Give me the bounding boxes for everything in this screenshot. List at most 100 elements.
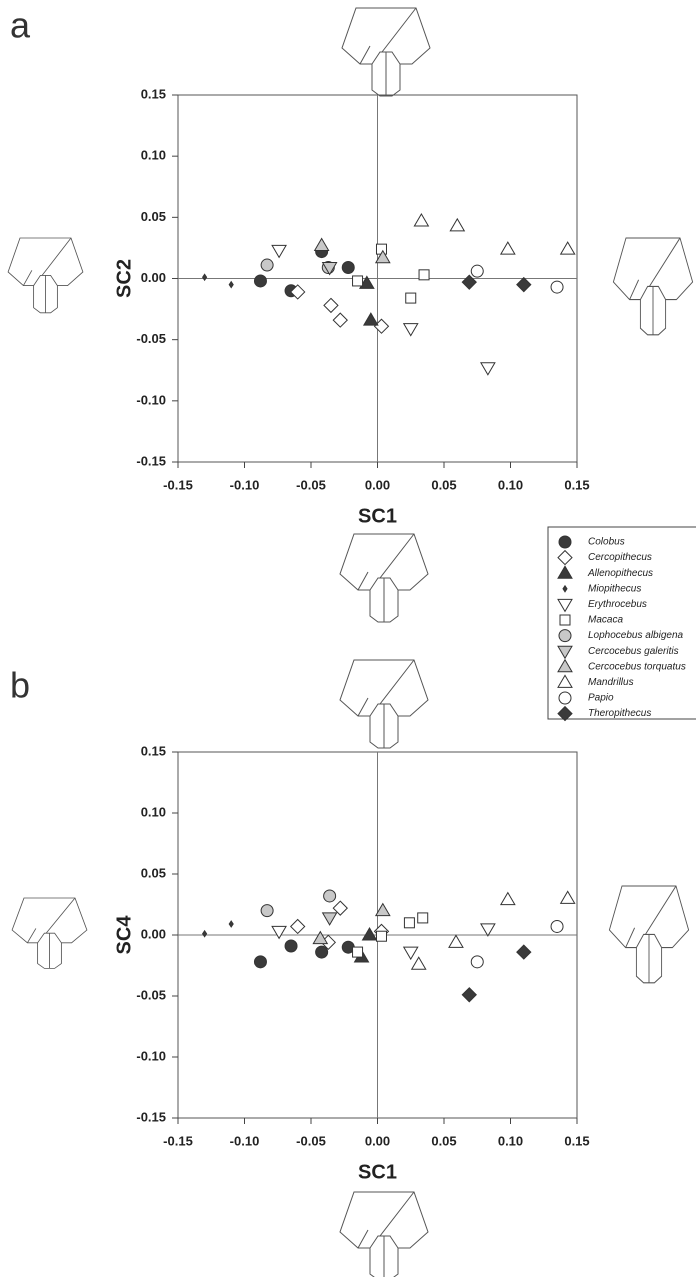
point bbox=[517, 278, 531, 292]
point bbox=[501, 242, 515, 254]
point bbox=[313, 932, 327, 944]
y-tick-label: 0.00 bbox=[141, 926, 166, 941]
y-tick-label: -0.15 bbox=[136, 453, 166, 468]
point bbox=[254, 956, 266, 968]
point bbox=[261, 905, 273, 917]
y-tick-label: 0.15 bbox=[141, 743, 166, 758]
legend-label: Macaca bbox=[588, 615, 623, 626]
legend-label: Cercocebus galeritis bbox=[588, 646, 679, 657]
x-tick-label: 0.10 bbox=[498, 1133, 523, 1148]
y-tick-label: -0.10 bbox=[136, 1048, 166, 1063]
point bbox=[404, 918, 414, 928]
x-tick-label: 0.15 bbox=[564, 1133, 589, 1148]
x-tick-label: -0.10 bbox=[230, 1133, 260, 1148]
x-tick-label: -0.05 bbox=[296, 1133, 326, 1148]
point bbox=[419, 270, 429, 280]
x-tick-label: 0.05 bbox=[431, 477, 456, 492]
point bbox=[471, 265, 483, 277]
legend-label: Theropithecus bbox=[588, 708, 651, 719]
x-axis-title: SC1 bbox=[358, 1161, 397, 1183]
x-tick-label: 0.00 bbox=[365, 1133, 390, 1148]
x-tick-label: 0.00 bbox=[365, 477, 390, 492]
x-tick-label: -0.05 bbox=[296, 477, 326, 492]
point bbox=[404, 324, 418, 336]
y-axis-title: SC4 bbox=[113, 915, 135, 955]
legend-label: Papio bbox=[588, 693, 614, 704]
y-tick-label: -0.10 bbox=[136, 392, 166, 407]
legend-label: Erythrocebus bbox=[588, 599, 647, 610]
legend-marker bbox=[559, 536, 571, 548]
x-axis-title: SC1 bbox=[358, 505, 397, 527]
point bbox=[481, 363, 495, 375]
point bbox=[353, 947, 363, 957]
point bbox=[561, 891, 575, 903]
point bbox=[374, 319, 388, 333]
x-tick-label: -0.10 bbox=[230, 477, 260, 492]
point bbox=[315, 238, 329, 250]
y-tick-label: -0.05 bbox=[136, 331, 166, 346]
point bbox=[363, 928, 377, 940]
legend-marker bbox=[559, 692, 571, 704]
point bbox=[412, 957, 426, 969]
point bbox=[471, 956, 483, 968]
point bbox=[450, 219, 464, 231]
y-tick-label: 0.05 bbox=[141, 865, 166, 880]
point bbox=[551, 281, 563, 293]
point bbox=[316, 946, 328, 958]
y-tick-label: 0.15 bbox=[141, 86, 166, 101]
point bbox=[353, 276, 363, 286]
point bbox=[203, 274, 207, 280]
legend-marker bbox=[560, 615, 570, 625]
point bbox=[501, 893, 515, 905]
point bbox=[323, 913, 337, 925]
y-tick-label: -0.15 bbox=[136, 1109, 166, 1124]
point bbox=[333, 313, 347, 327]
point bbox=[449, 935, 463, 947]
legend-label: Lophocebus albigena bbox=[588, 630, 684, 641]
legend-label: Colobus bbox=[588, 537, 625, 548]
point bbox=[551, 920, 563, 932]
legend-label: Miopithecus bbox=[588, 583, 641, 594]
point bbox=[203, 931, 207, 937]
y-tick-label: -0.05 bbox=[136, 987, 166, 1002]
point bbox=[376, 931, 386, 941]
x-tick-label: -0.15 bbox=[163, 477, 193, 492]
figure: a -0.15 -0.10 -0.05 0.00 0.05 0.10 0.15 -0.15 -0.… bbox=[0, 0, 696, 1277]
point bbox=[418, 913, 428, 923]
legend-label: Cercopithecus bbox=[588, 552, 652, 563]
point bbox=[481, 924, 495, 936]
x-tick-label: -0.15 bbox=[163, 1133, 193, 1148]
point bbox=[324, 298, 338, 312]
point bbox=[561, 242, 575, 254]
point bbox=[285, 940, 297, 952]
point bbox=[342, 261, 354, 273]
point bbox=[324, 890, 336, 902]
panel-label: a bbox=[10, 5, 31, 46]
x-tick-label: 0.10 bbox=[498, 477, 523, 492]
point bbox=[229, 921, 233, 927]
point bbox=[291, 919, 305, 933]
y-tick-label: 0.10 bbox=[141, 148, 166, 163]
point bbox=[261, 259, 273, 271]
point bbox=[404, 947, 418, 959]
legend-label: Allenopithecus bbox=[587, 568, 653, 579]
x-tick-label: 0.15 bbox=[564, 477, 589, 492]
point bbox=[272, 245, 286, 257]
legend-marker bbox=[559, 630, 571, 642]
point bbox=[364, 313, 378, 325]
point bbox=[272, 926, 286, 938]
point bbox=[462, 275, 476, 289]
point bbox=[254, 275, 266, 287]
point bbox=[414, 214, 428, 226]
y-tick-label: 0.00 bbox=[141, 270, 166, 285]
point bbox=[229, 282, 233, 288]
y-tick-label: 0.05 bbox=[141, 209, 166, 224]
point bbox=[517, 945, 531, 959]
point bbox=[462, 988, 476, 1002]
y-tick-label: 0.10 bbox=[141, 804, 166, 819]
legend-label: Cercocebus torquatus bbox=[588, 661, 686, 672]
panel-label: b bbox=[10, 665, 30, 706]
legend-label: Mandrillus bbox=[588, 677, 634, 688]
y-axis-title: SC2 bbox=[113, 259, 135, 298]
point bbox=[406, 293, 416, 303]
